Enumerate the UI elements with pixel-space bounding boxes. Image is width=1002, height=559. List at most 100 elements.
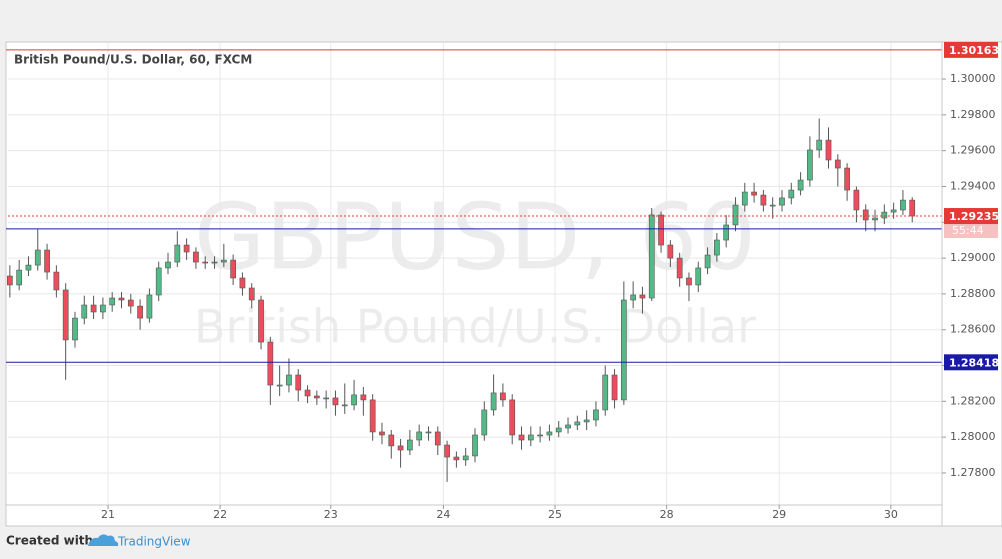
candle-body [630, 294, 637, 301]
candle-body [276, 384, 283, 387]
candle-body [118, 297, 125, 301]
candle-body [872, 217, 878, 221]
candle-body [332, 397, 339, 406]
candle-body [44, 249, 50, 273]
created-with: Created with [6, 534, 93, 548]
candle-body [313, 395, 320, 399]
candle-body [462, 455, 469, 461]
candle-body [155, 267, 162, 296]
candle-body [220, 259, 227, 263]
y-tick-label: 1.29000 [950, 251, 996, 264]
candle-body [388, 434, 395, 447]
candle-body [546, 431, 553, 436]
candle-body [481, 409, 488, 436]
candle-body [258, 299, 264, 343]
candle-body [686, 277, 692, 286]
candle-body [267, 341, 274, 386]
candle-body [444, 444, 450, 458]
brand-link[interactable]: TradingView [117, 535, 191, 549]
candle-body [369, 399, 376, 433]
candle-body [518, 434, 525, 441]
candle-body [295, 374, 302, 391]
candle-body [537, 434, 543, 437]
candle-body [714, 239, 720, 256]
candle-body [351, 394, 357, 406]
x-tick-label: 21 [101, 508, 115, 521]
candle-body [304, 389, 311, 397]
candle-body [239, 277, 246, 289]
candle-body [695, 267, 702, 286]
candle-body [323, 397, 330, 400]
candle-body [807, 149, 813, 181]
x-tick-label: 29 [772, 508, 786, 521]
candle-body [825, 139, 832, 161]
candle-body [732, 204, 739, 226]
candle-body [881, 211, 888, 219]
candle-body [583, 419, 590, 423]
candle-body [816, 139, 823, 151]
tradingview-logo [88, 534, 119, 546]
candle-body [797, 179, 804, 191]
candle-body [676, 257, 683, 279]
candle-body [25, 264, 32, 271]
level-box [944, 41, 998, 58]
chart-title: British Pound/U.S. Dollar, 60, FXCM [14, 53, 252, 67]
candle-body [100, 304, 106, 313]
y-tick-label: 1.28200 [950, 394, 996, 407]
candle-body [769, 204, 776, 207]
candle-body [425, 431, 432, 434]
current-price-label: 1.29235 [949, 210, 999, 223]
candle-body [109, 297, 116, 306]
candle-body [909, 199, 916, 217]
y-tick-label: 1.28000 [950, 430, 996, 443]
candle-body [53, 271, 60, 291]
candle-body [230, 259, 236, 279]
y-tick-label: 1.28800 [950, 287, 996, 300]
candle-body [72, 317, 78, 341]
countdown-label: 55:44 [952, 224, 984, 237]
candle-body [490, 392, 497, 411]
candle-body [574, 421, 581, 426]
level-label: 1.28418 [949, 356, 999, 369]
candle-body [602, 374, 609, 411]
candle-body [202, 261, 209, 264]
x-tick-label: 30 [884, 508, 898, 521]
candle-body [7, 275, 13, 286]
candle-body [379, 431, 385, 436]
candle-body [165, 261, 171, 269]
candle-body [146, 294, 153, 319]
x-tick-label: 23 [324, 508, 338, 521]
candle-body [704, 254, 711, 269]
candle-body [397, 445, 404, 451]
candle-body [472, 434, 478, 457]
candle-body [183, 244, 190, 253]
y-tick-label: 1.30000 [950, 72, 996, 85]
candle-body [760, 194, 767, 206]
y-tick-label: 1.29600 [950, 144, 996, 157]
candle-body [341, 404, 348, 407]
candle-body [500, 392, 506, 401]
candle-body [834, 159, 841, 169]
candle-body [611, 374, 618, 401]
watermark: British Pound/U.S. Dollar [194, 300, 756, 354]
candle-body [81, 304, 88, 319]
candle-body [137, 305, 143, 319]
candle-body [862, 209, 869, 221]
candle-body [648, 214, 655, 299]
chart-frame [5, 41, 1002, 527]
candle-body [248, 287, 255, 301]
candle-body [900, 199, 906, 211]
y-tick-label: 1.27800 [950, 466, 996, 479]
x-tick-label: 24 [436, 508, 450, 521]
y-tick-label: 1.29800 [950, 108, 996, 121]
current-price-box [944, 208, 998, 225]
x-tick-label: 25 [548, 508, 562, 521]
candle-body [741, 191, 748, 206]
candle-body [555, 427, 562, 433]
y-tick-label: 1.29400 [950, 179, 996, 192]
candle-body [286, 374, 292, 386]
plot-area: GBPUSD, 60 British Pound/U.S. Dollar [6, 42, 942, 505]
candle-body [193, 251, 199, 263]
watermark: GBPUSD, 60 [194, 183, 756, 290]
